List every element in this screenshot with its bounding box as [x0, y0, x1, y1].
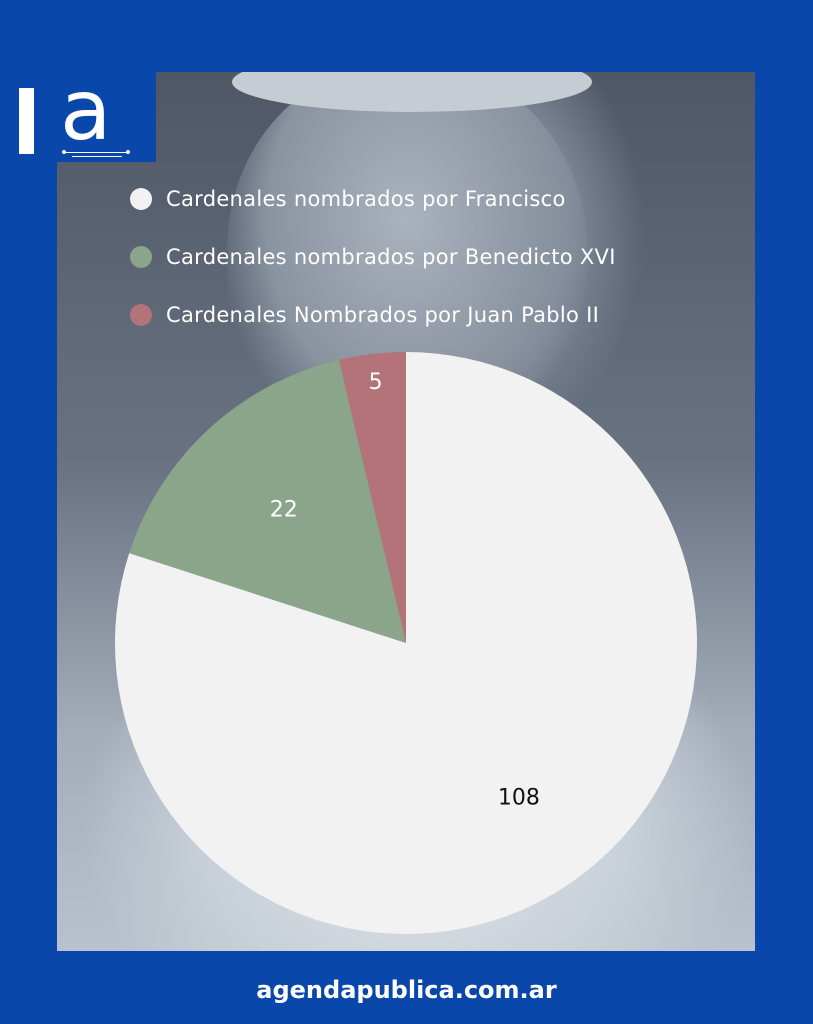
- legend-item-benedicto: Cardenales nombrados por Benedicto XVI: [130, 228, 616, 286]
- legend-item-francisco: Cardenales nombrados por Francisco: [130, 170, 616, 228]
- logo-underline: [64, 152, 128, 153]
- legend-item-juan-pablo: Cardenales Nombrados por Juan Pablo II: [130, 286, 616, 344]
- data-label-francisco: 108: [498, 785, 540, 810]
- chart-legend: Cardenales nombrados por Francisco Carde…: [130, 170, 616, 344]
- logo-bar: [19, 88, 34, 154]
- website-url: agendapublica.com.ar: [256, 976, 557, 1004]
- logo-dot-right: [126, 150, 130, 154]
- legend-label-juan-pablo: Cardenales Nombrados por Juan Pablo II: [166, 303, 600, 327]
- pie-slice-juan-pablo: [338, 352, 406, 643]
- logo-letter: a: [60, 61, 112, 159]
- brand-logo: a: [0, 68, 156, 162]
- logo-underline-secondary: [72, 156, 122, 157]
- legend-swatch-benedicto: [130, 246, 152, 268]
- data-label-juan-pablo: 5: [369, 370, 383, 395]
- logo-dot-left: [62, 150, 66, 154]
- pie-slice-benedicto: [129, 359, 406, 643]
- data-label-benedicto: 22: [270, 497, 298, 522]
- legend-swatch-juan-pablo: [130, 304, 152, 326]
- legend-label-benedicto: Cardenales nombrados por Benedicto XVI: [166, 245, 616, 269]
- legend-label-francisco: Cardenales nombrados por Francisco: [166, 187, 566, 211]
- legend-swatch-francisco: [130, 188, 152, 210]
